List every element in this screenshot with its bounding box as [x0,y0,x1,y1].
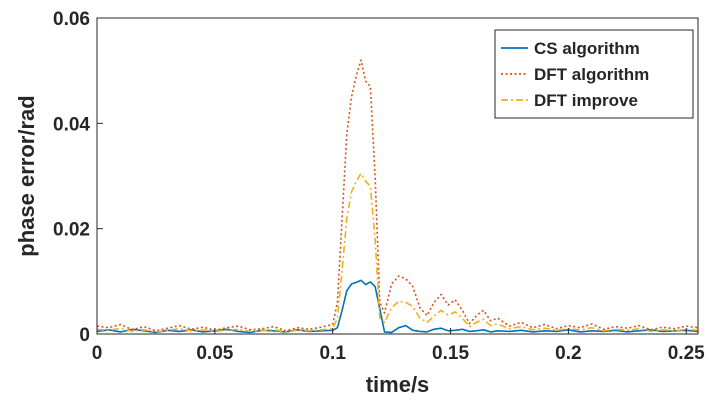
y-axis-label: phase error/rad [14,95,39,256]
legend-label: CS algorithm [534,39,640,58]
y-tick-label: 0.02 [53,220,90,241]
y-tick-label: 0.06 [53,9,90,30]
legend-label: DFT algorithm [534,65,649,84]
axes-box [96,17,699,335]
series-line-1 [96,279,699,334]
y-tick-label: 0.04 [53,114,90,135]
y-tick-label: 0 [79,325,90,346]
x-tick-label: 0.05 [196,343,233,364]
legend-label: DFT improve [534,91,638,110]
x-tick-label: 0.15 [432,343,469,364]
x-axis-label: time/s [366,372,430,397]
x-axis: 0 0.05 0.1 0.15 0.2 0.25 [92,328,705,364]
legend: CS algorithm DFT algorithm DFT improve [494,29,694,119]
x-tick-label: 0.25 [668,343,705,364]
x-tick-label: 0 [92,343,103,364]
x-tick-label: 0.1 [319,343,346,364]
y-axis: 0 0.02 0.04 0.06 [53,9,103,346]
legend-box [494,29,694,119]
x-tick-label: 0.2 [555,343,581,364]
series-layer [96,59,699,334]
